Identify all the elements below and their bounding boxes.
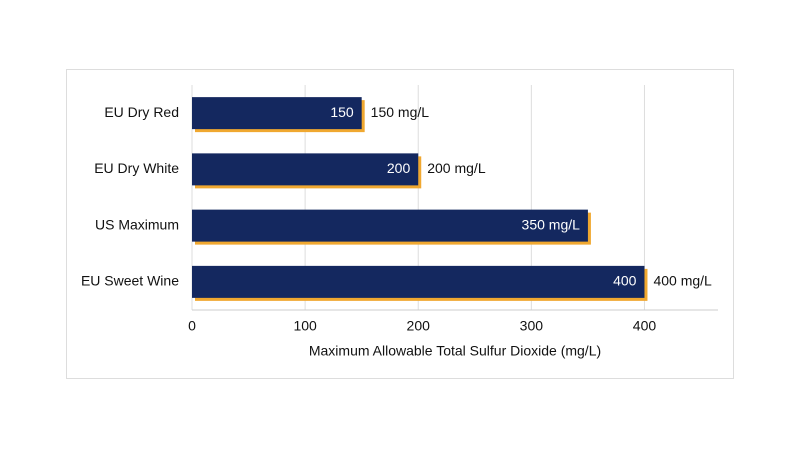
y-tick-label: US Maximum [95,216,179,232]
x-tick-label: 100 [293,318,317,334]
bar [192,265,645,298]
y-tick-label: EU Dry White [94,160,179,176]
y-tick-label: EU Dry Red [104,104,179,120]
x-tick-label: 300 [520,318,544,334]
bar-value-label: 150 [330,104,354,120]
y-tick-label: EU Sweet Wine [81,273,179,289]
bar-outer-label: 200 mg/L [427,160,486,176]
bar [192,153,419,186]
bar [192,97,362,130]
x-tick-label: 200 [407,318,431,334]
bar-value-label: 200 [387,160,411,176]
bar-value-label: 350 mg/L [522,216,581,232]
bar-outer-label: 150 mg/L [371,104,430,120]
bar-outer-label: 400 mg/L [653,273,712,289]
bar [192,209,588,242]
x-tick-label: 0 [188,318,196,334]
x-axis-title: Maximum Allowable Total Sulfur Dioxide (… [309,343,601,359]
x-tick-label: 400 [633,318,657,334]
bar-value-label: 400 [613,273,637,289]
